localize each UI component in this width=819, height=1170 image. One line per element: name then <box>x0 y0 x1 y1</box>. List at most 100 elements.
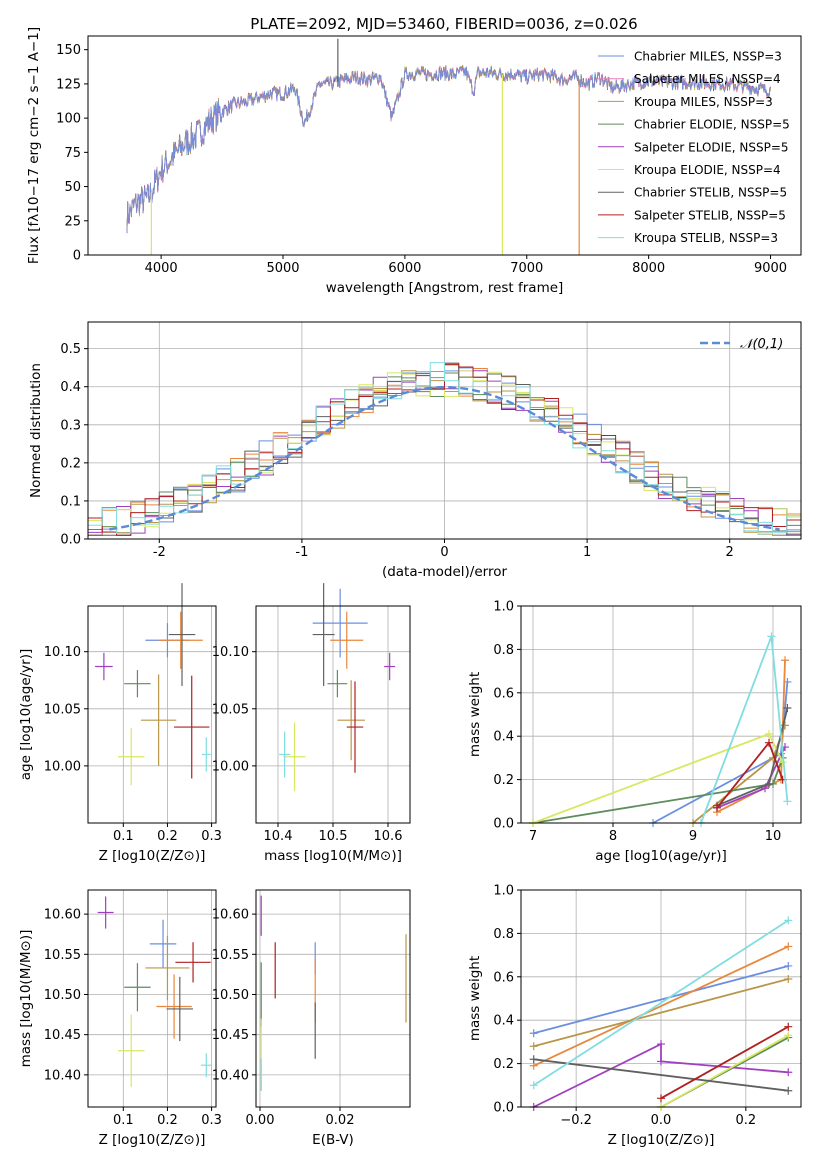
x-tick-label: 2 <box>726 545 734 560</box>
weight-marker <box>529 1029 538 1038</box>
weight-line <box>533 919 789 1087</box>
x-axis-label: Z [log10(Z/Z⊙)] <box>99 1132 206 1148</box>
weight-marker <box>765 779 773 788</box>
spectrum-line <box>126 64 771 233</box>
legend-entry: Salpeter STELIB, NSSP=5 <box>634 208 786 222</box>
legend-entry: Salpeter MILES, NSSP=4 <box>634 72 781 86</box>
x-tick-label: 0.1 <box>113 829 134 844</box>
axes-frame <box>87 35 802 256</box>
panel-age-vs-mass: 10.4 10.5 10.6 10.00 10.05 10.10 mass [log10(M… <box>212 583 411 864</box>
weight-marker <box>784 961 793 970</box>
legend-entry: Chabrier ELODIE, NSSP=5 <box>634 118 790 132</box>
y-axis-label: Normed distribution <box>28 363 44 498</box>
y-tick-label: 50 <box>64 180 81 195</box>
y-tick-label: 75 <box>64 146 81 161</box>
weight-marker <box>529 1055 538 1064</box>
residual-histogram <box>88 362 801 534</box>
x-tick-label: 5000 <box>266 261 299 276</box>
y-axis-label: age [log10(age/yr)] <box>18 649 34 781</box>
weight-marker <box>784 1068 793 1077</box>
weight-marker <box>784 1022 793 1031</box>
y-tick-label: 10.00 <box>44 759 81 774</box>
x-axis-label: E(B-V) <box>312 1132 354 1148</box>
panel-weight-vs-age: 7 8 9 10 0.0 0.2 0.4 0.6 0.8 1.0 age [log10(age/yr… <box>467 600 802 864</box>
y-tick-label: 0.6 <box>493 686 514 701</box>
x-axis-label: Z [log10(Z/Z⊙)] <box>99 848 206 864</box>
y-axis-label: mass weight <box>467 672 483 757</box>
y-tick-label: 0.1 <box>60 494 81 509</box>
x-axis-label: (data-model)/error <box>382 564 508 580</box>
weight-line <box>532 757 784 824</box>
y-tick-label: 10.40 <box>44 1068 81 1083</box>
x-tick-label: 0.2 <box>157 829 178 844</box>
panel-spectrum: 4000 5000 6000 7000 8000 9000 0 25 50 75 100 125 150… <box>26 27 802 296</box>
y-axis-label: mass weight <box>467 956 483 1041</box>
y-tick-label: 10.05 <box>212 702 249 717</box>
axes-frame <box>520 605 802 824</box>
y-tick-label: 0.5 <box>60 342 81 357</box>
x-tick-label: 0.3 <box>201 1113 222 1128</box>
weight-marker <box>765 730 773 739</box>
x-tick-label: 8 <box>609 829 617 844</box>
y-tick-label: 10.10 <box>44 645 81 660</box>
x-axis-label: wavelength [Angstrom, rest frame] <box>326 280 564 296</box>
legend-entry: Kroupa STELIB, NSSP=3 <box>634 231 778 245</box>
weight-marker <box>784 1086 793 1095</box>
y-tick-label: 0.6 <box>493 970 514 985</box>
axes-frame <box>87 321 802 540</box>
x-tick-label: 9 <box>689 829 697 844</box>
x-tick-label: 0.1 <box>113 1113 134 1128</box>
x-tick-label: 0.2 <box>736 1113 757 1128</box>
panel-mass-vs-metallicity: 0.1 0.2 0.3 10.40 10.45 10.50 10.55 10.60 Z [log… <box>18 889 222 1148</box>
weight-marker <box>713 803 721 812</box>
y-tick-label: 10.10 <box>212 645 249 660</box>
weight-marker <box>765 738 773 747</box>
y-tick-label: 10.60 <box>44 908 81 923</box>
legend-entry: Salpeter ELODIE, NSSP=5 <box>634 140 789 154</box>
weight-marker <box>781 656 789 665</box>
x-tick-label: −0.2 <box>560 1113 592 1128</box>
y-tick-label: 0.0 <box>60 533 81 548</box>
y-tick-label: 1.0 <box>493 884 514 899</box>
legend-entry: Chabrier MILES, NSSP=3 <box>634 50 782 64</box>
x-tick-label: 0 <box>440 545 448 560</box>
residual-histogram <box>88 370 801 535</box>
y-tick-label: 0.2 <box>60 456 81 471</box>
weight-marker <box>657 1094 665 1103</box>
y-tick-label: 10.45 <box>212 1028 249 1043</box>
x-axis-label: mass [log10(M/M⊙)] <box>264 848 402 864</box>
axes-frame <box>255 605 411 824</box>
weight-marker <box>783 797 792 806</box>
legend-entry: Kroupa MILES, NSSP=3 <box>634 95 773 109</box>
y-tick-label: 10.50 <box>212 988 249 1003</box>
y-tick-label: 10.60 <box>212 908 249 923</box>
y-tick-label: 0 <box>73 249 81 264</box>
weight-line <box>532 732 784 824</box>
x-tick-label: 0.0 <box>651 1113 672 1128</box>
panel-mass-vs-ebv: 0.00 0.02 10.40 10.45 10.50 10.55 10.60 E(B-V) <box>212 889 411 1148</box>
x-tick-label: 10.4 <box>264 829 293 844</box>
weight-line <box>533 978 789 1048</box>
weight-line <box>533 965 789 1035</box>
axes-frame <box>87 605 217 824</box>
y-tick-label: 10.45 <box>44 1028 81 1043</box>
weight-marker <box>529 1042 538 1051</box>
y-tick-label: 25 <box>64 214 81 229</box>
y-tick-label: 0.8 <box>493 927 514 942</box>
panel-weight-vs-metallicity: −0.2 0.0 0.2 0.0 0.2 0.4 0.6 0.8 1.0 Z [log10(Z/Z… <box>467 884 802 1148</box>
axes-frame <box>87 889 217 1108</box>
x-tick-label: -2 <box>153 545 166 560</box>
weight-marker <box>784 974 793 983</box>
weight-marker <box>784 1031 793 1040</box>
panel-age-vs-metallicity: 0.1 0.2 0.3 10.00 10.05 10.10 Z [log10(Z/Z⊙)] a… <box>18 583 222 864</box>
y-tick-label: 10.05 <box>44 702 81 717</box>
weight-marker <box>784 916 793 925</box>
x-axis-label: age [log10(age/yr)] <box>595 848 727 864</box>
y-tick-label: 0.0 <box>493 1101 514 1116</box>
weight-marker <box>784 942 793 951</box>
weight-line <box>533 1042 789 1108</box>
y-tick-label: 0.4 <box>493 1014 514 1029</box>
x-tick-label: -1 <box>295 545 308 560</box>
axes-frame <box>520 889 802 1108</box>
